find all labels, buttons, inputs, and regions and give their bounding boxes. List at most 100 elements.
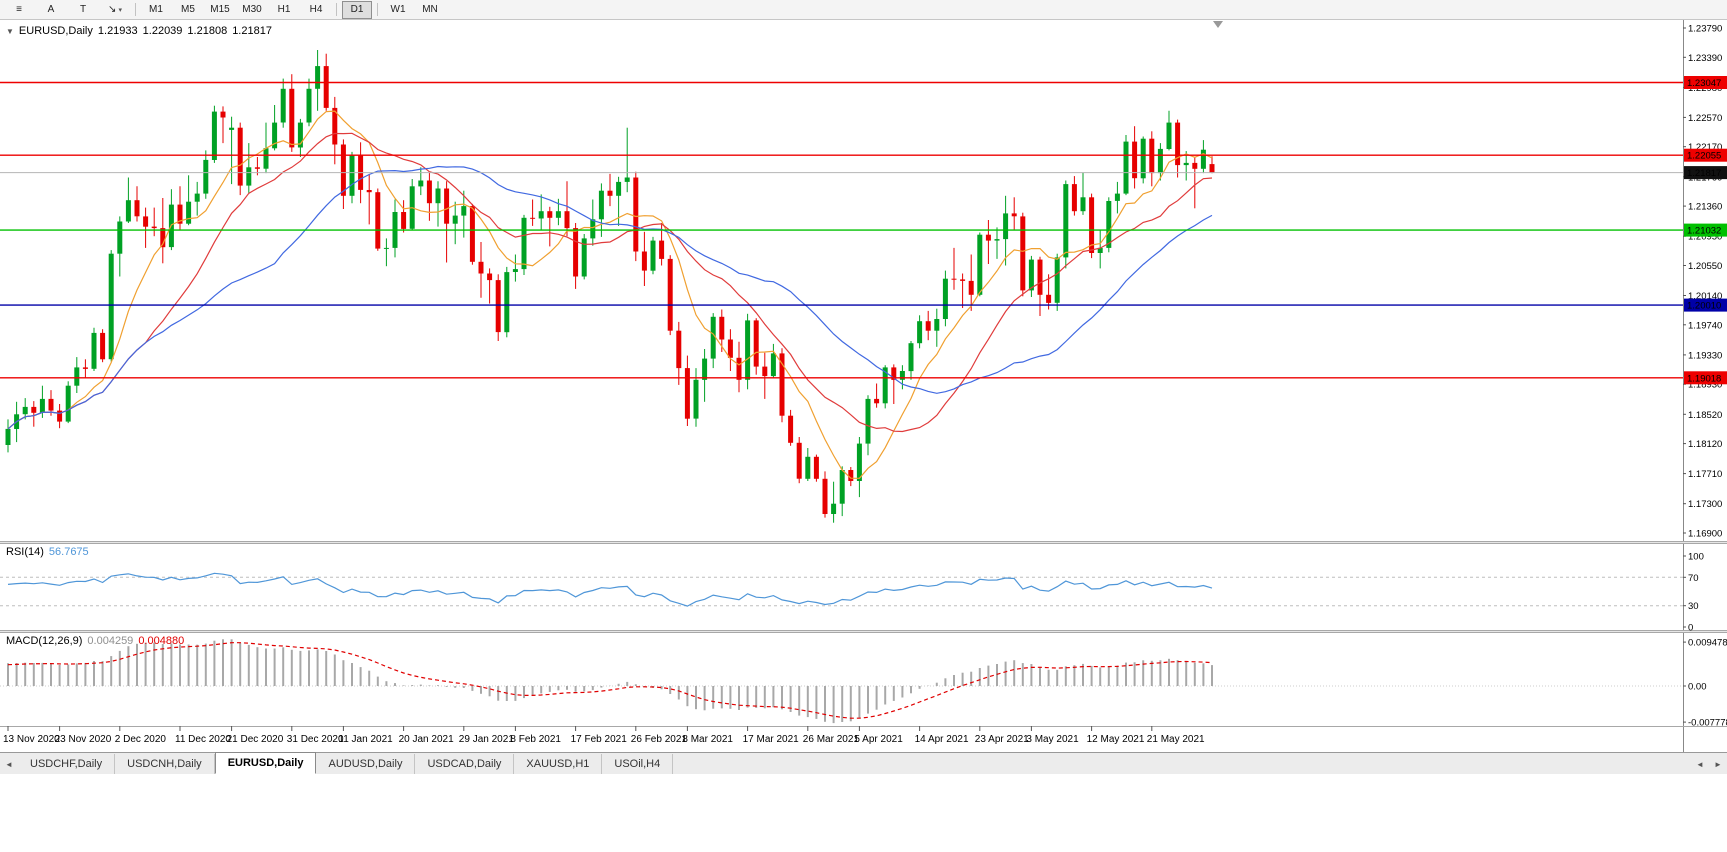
tab-scroll-next-button[interactable]: ►	[1714, 759, 1722, 769]
price-badge	[1684, 371, 1727, 385]
timeframe-h4-button[interactable]: H4	[309, 4, 323, 15]
price-tick-label: 1.22170	[1688, 142, 1722, 153]
date-label: 29 Jan 2021	[459, 734, 514, 745]
date-label: 23 Apr 2021	[975, 734, 1029, 745]
date-label: 2 Dec 2020	[115, 734, 167, 745]
price-badge	[1684, 166, 1727, 180]
price-tick-label: 1.23790	[1688, 24, 1722, 35]
price-tick-label: 1.23390	[1688, 53, 1722, 64]
horizontal-lines	[0, 81, 1683, 379]
tab-audusd-daily[interactable]: AUDUSD,Daily	[316, 754, 416, 774]
tab-eurusd-daily[interactable]: EURUSD,Daily	[214, 752, 317, 774]
date-label: 11 Dec 2020	[175, 734, 231, 745]
timeframe-m1-button[interactable]: M1	[149, 4, 163, 15]
macd-signal-value: 0.004880	[138, 635, 185, 647]
macd-header: MACD(12,26,9) 0.004259 0.004880	[6, 635, 189, 647]
ohlc-close: 1.21817	[232, 25, 272, 37]
macd-axis-label: 0.009478	[1688, 638, 1727, 649]
price-tick-label: 1.17300	[1688, 499, 1722, 510]
date-label: 13 Nov 2020	[3, 734, 60, 745]
price-tick-label: 1.21360	[1688, 202, 1722, 213]
candles	[5, 50, 1215, 523]
rsi-axis-label: 0	[1688, 623, 1693, 634]
drawing-tool-button[interactable]: ↘ ▾	[108, 4, 122, 15]
date-label: 8 Feb 2021	[510, 734, 561, 745]
ohlc-open: 1.21933	[97, 25, 138, 37]
tab-usdcnh-daily[interactable]: USDCNH,Daily	[115, 754, 215, 774]
date-label: 23 Nov 2020	[55, 734, 112, 745]
timeframe-h1-button[interactable]: H1	[277, 4, 291, 15]
tab-usdcad-daily[interactable]: USDCAD,Daily	[415, 754, 515, 774]
chart-menu-button[interactable]: ≡	[16, 4, 22, 15]
date-label: 26 Feb 2021	[631, 734, 688, 745]
ma-fast-line	[7, 110, 1213, 479]
timeframe-m15-button[interactable]: M15	[210, 4, 230, 15]
button-t[interactable]: T	[79, 4, 87, 15]
date-label: 8 Mar 2021	[682, 734, 733, 745]
price-tick-label: 1.18120	[1688, 439, 1722, 450]
toolbar-separator	[377, 3, 378, 16]
date-label: 17 Feb 2021	[571, 734, 628, 745]
tab-usoil-h4[interactable]: USOil,H4	[602, 754, 674, 774]
ohlc-low: 1.21808	[187, 25, 228, 37]
price-tick-label: 1.20950	[1688, 232, 1722, 243]
date-label: 12 May 2021	[1087, 734, 1145, 745]
date-label: 20 Jan 2021	[399, 734, 454, 745]
timeframe-d1-button[interactable]: D1	[342, 0, 372, 19]
tab-scroll-left-button[interactable]: ◄	[5, 759, 13, 769]
chart-tab-bar: ◄ USDCHF,Daily USDCNH,Daily EURUSD,Daily AUD…	[0, 752, 1727, 774]
price-tick-label: 1.18930	[1688, 380, 1722, 391]
tab-xauusd-h1[interactable]: XAUUSD,H1	[514, 754, 603, 774]
price-badge-label: 1.21817	[1687, 168, 1721, 179]
price-badges: 1.23047 1.22055 1.21032 1.20010 1.19018 1.218…	[1684, 76, 1727, 385]
ma-mid-line	[7, 132, 1213, 433]
price-badge-label: 1.22055	[1687, 151, 1721, 162]
symbol-period-label: EURUSD,Daily	[18, 25, 93, 37]
tab-scroll-prev-button[interactable]: ◄	[1696, 759, 1704, 769]
macd-signal-line	[7, 642, 1213, 719]
price-tick-label: 1.19740	[1688, 320, 1722, 331]
macd-panel	[0, 639, 1683, 724]
timeframe-w1-button[interactable]: W1	[390, 4, 406, 15]
price-badge-label: 1.19018	[1687, 373, 1721, 384]
price-badge	[1684, 223, 1727, 237]
chart-title: ▼ EURUSD,Daily 1.21933 1.22039 1.21808 1.2181…	[6, 25, 277, 37]
price-badge	[1684, 148, 1727, 162]
rsi-header: RSI(14) 56.7675	[6, 546, 94, 558]
date-label: 31 Dec 2020	[287, 734, 344, 745]
date-label: 17 Mar 2021	[743, 734, 800, 745]
collapse-arrow-icon[interactable]: ▼	[6, 27, 14, 36]
price-tick-label: 1.20550	[1688, 261, 1722, 272]
rsi-axis-label: 100	[1688, 552, 1704, 563]
toolbar-separator	[135, 3, 136, 16]
chart-frame	[0, 20, 1727, 752]
timeframe-m5-button[interactable]: M5	[181, 4, 195, 15]
date-label: 5 Apr 2021	[854, 734, 903, 745]
timeframe-mn-button[interactable]: MN	[422, 4, 438, 15]
price-tick-label: 1.22570	[1688, 113, 1722, 124]
button-a[interactable]: A	[47, 4, 55, 15]
timeframe-m30-button[interactable]: M30	[242, 4, 262, 15]
chart-shift-marker-icon	[1213, 21, 1223, 28]
price-tick-label: 1.18520	[1688, 410, 1722, 421]
moving-averages	[7, 110, 1213, 479]
rsi-name: RSI(14)	[6, 546, 44, 558]
toolbar: ≡ A T ↘ ▾ M1 M5 M15 M30 H1 H4 D1 W1 MN	[0, 0, 1727, 20]
axis-labels: 1.237901.233901.229801.225701.221701.217…	[3, 24, 1727, 746]
ohlc-high: 1.22039	[142, 25, 183, 37]
date-label: 3 May 2021	[1026, 734, 1079, 745]
price-tick-label: 1.19330	[1688, 350, 1722, 361]
price-badge-label: 1.23047	[1687, 78, 1721, 89]
price-badge	[1684, 298, 1727, 312]
date-label: 14 Apr 2021	[915, 734, 969, 745]
macd-main-value: 0.004259	[87, 635, 134, 647]
tab-usdchf-daily[interactable]: USDCHF,Daily	[18, 754, 116, 774]
price-tick-label: 1.16900	[1688, 529, 1722, 540]
price-chart-canvas[interactable]: 1.237901.233901.229801.225701.221701.217…	[0, 20, 1727, 752]
toolbar-separator	[336, 3, 337, 16]
ma-slow-line	[7, 165, 1213, 430]
macd-axis-label: 0.00	[1688, 682, 1707, 693]
price-badge-label: 1.20010	[1687, 301, 1721, 312]
dropdown-caret-icon: ▾	[118, 6, 122, 14]
empty-area	[0, 774, 1727, 852]
